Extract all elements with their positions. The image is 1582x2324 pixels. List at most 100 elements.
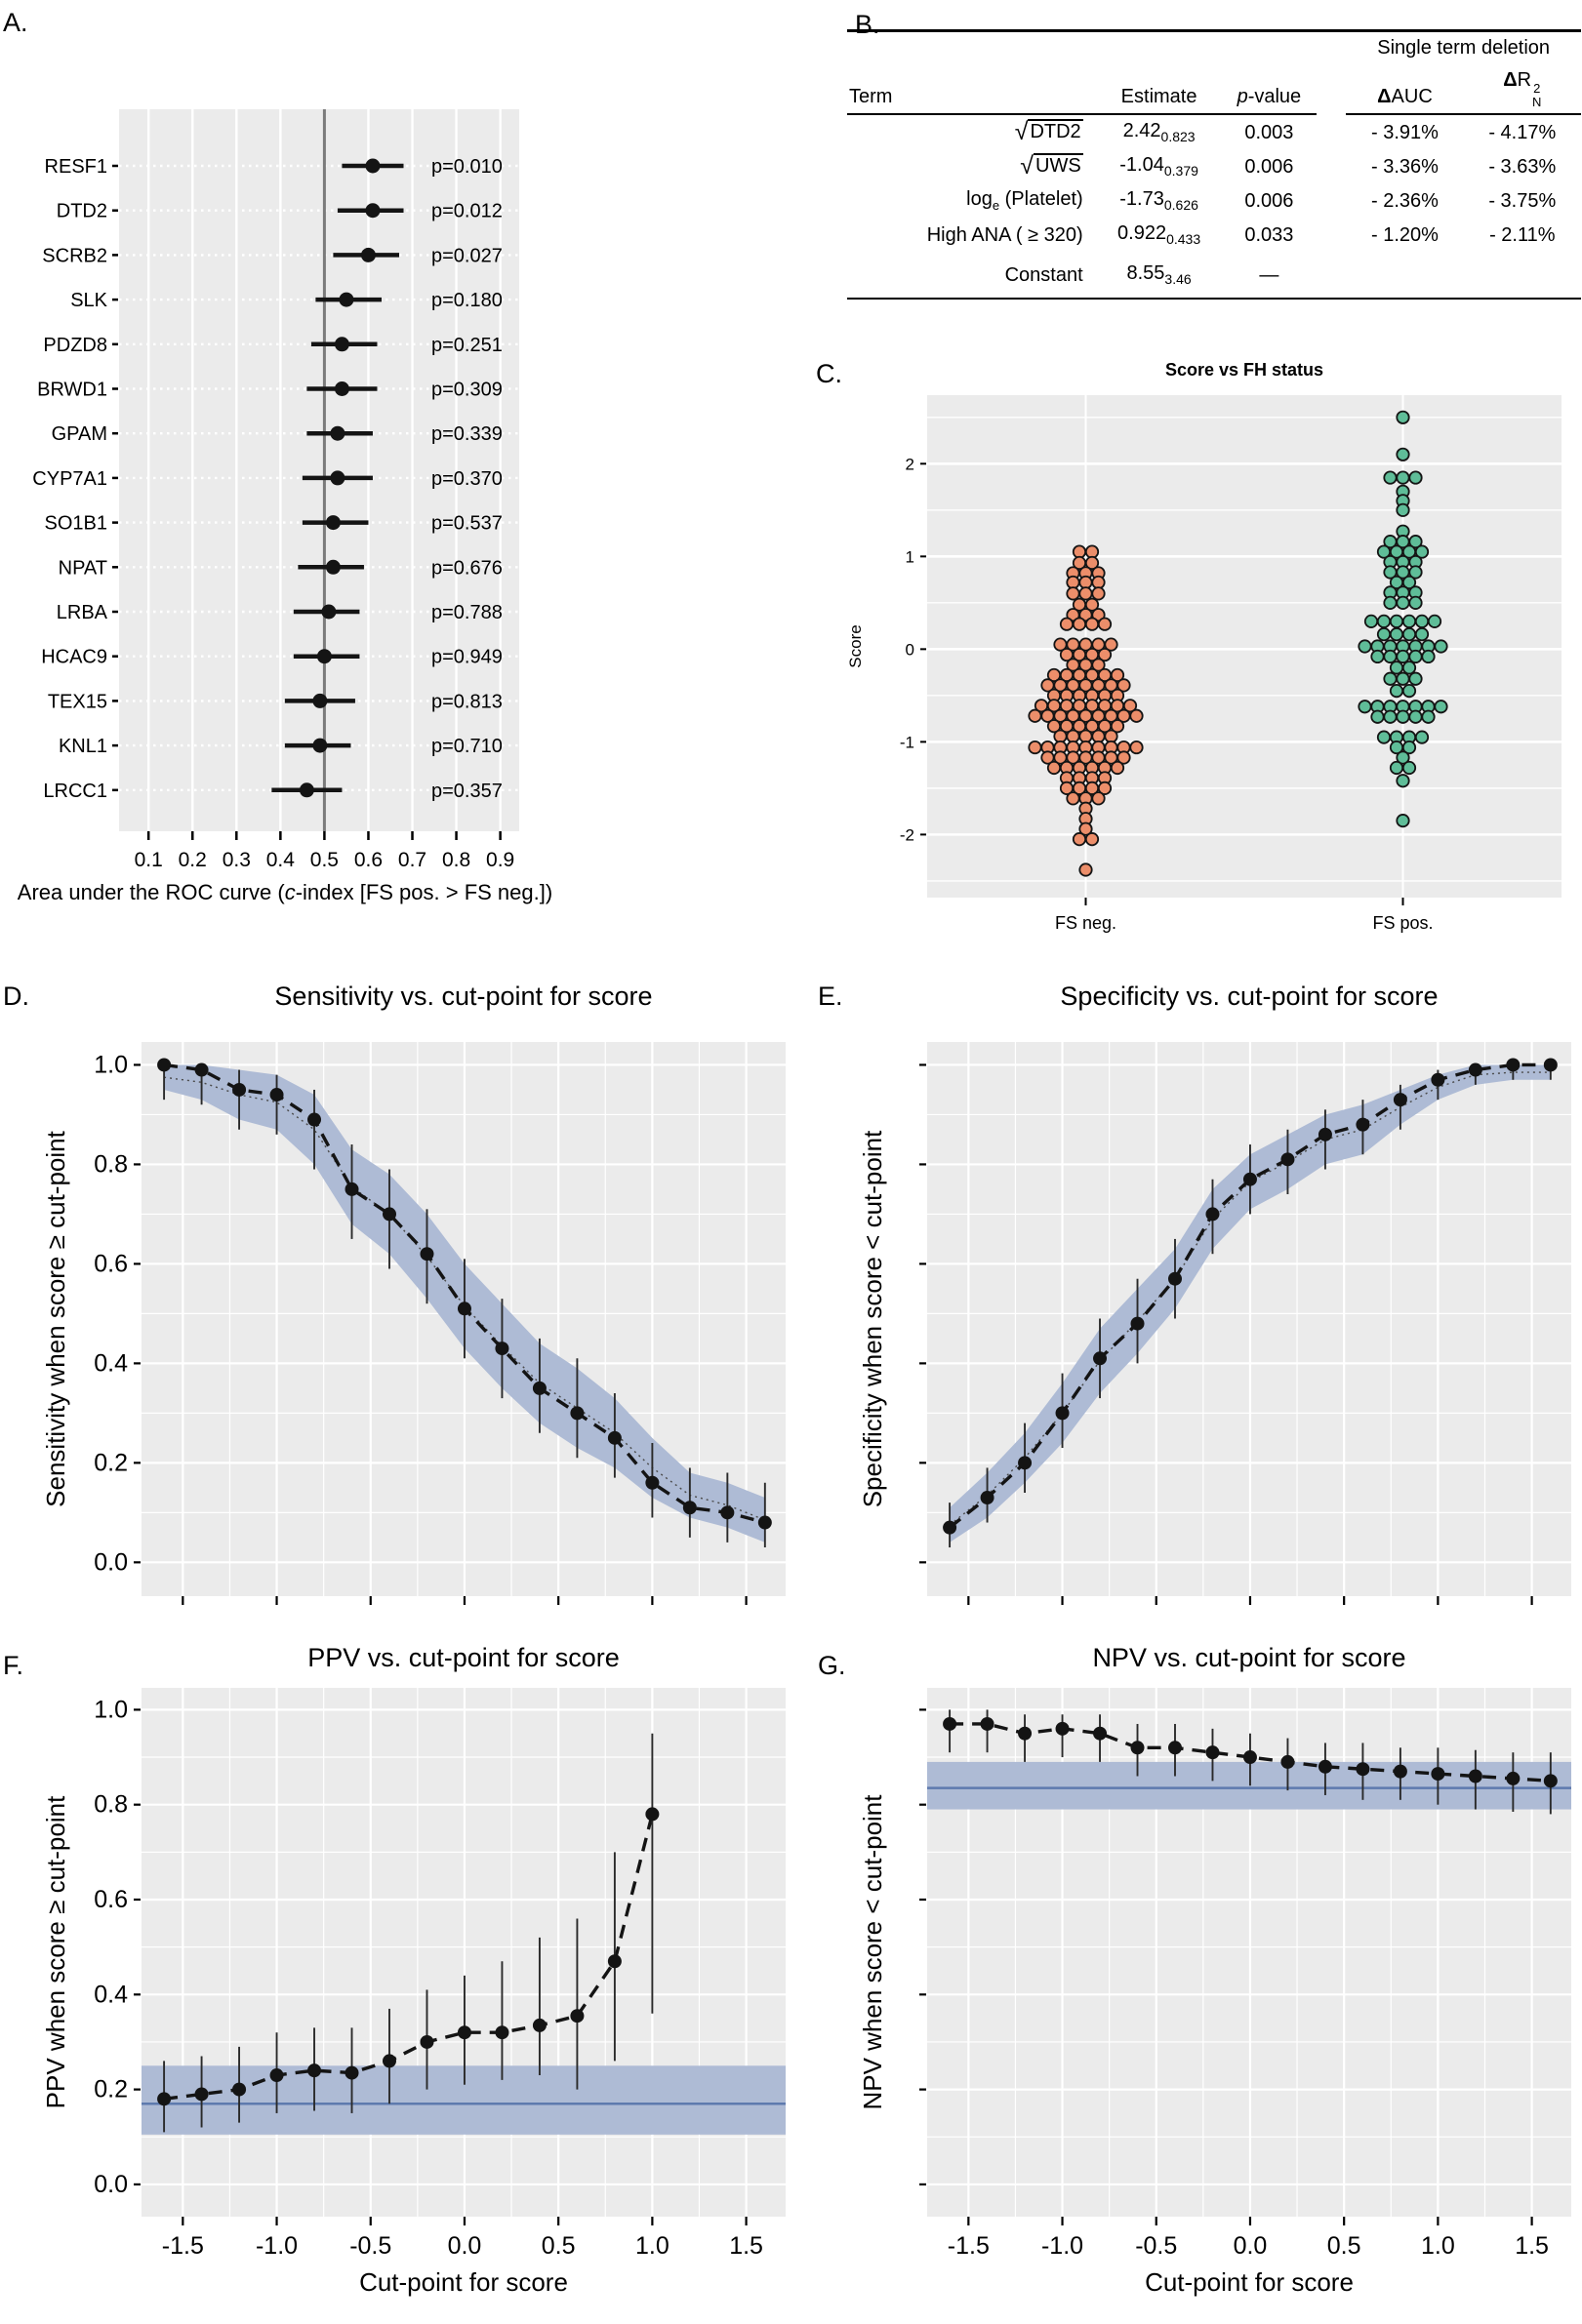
estimate-dot	[1280, 1152, 1295, 1167]
spacer	[1317, 282, 1346, 292]
swarm-dot	[1401, 627, 1417, 642]
swarm-dot	[1396, 750, 1410, 765]
swarm-dot	[1028, 740, 1042, 755]
gene-label: GPAM	[52, 423, 107, 445]
swarm-dot	[1104, 637, 1118, 652]
estimate-cell: -1.730.626	[1119, 188, 1198, 214]
x-tick-label: 0.3	[223, 849, 251, 871]
term-cell: Constant	[1004, 264, 1083, 287]
swarm-dot	[1116, 678, 1131, 693]
delta-r2-cell	[1464, 282, 1581, 292]
estimate-dot	[1506, 1058, 1521, 1072]
estimate-cell: 8.553.46	[1126, 262, 1192, 288]
term-cell: High ANA ( ≥ 320)	[926, 224, 1083, 247]
gene-label: BRWD1	[37, 380, 107, 401]
gene-label: RESF1	[45, 156, 107, 178]
spacer	[1097, 55, 1222, 64]
delta-auc-cell: - 3.36%	[1371, 156, 1439, 179]
p-value-label: p=0.813	[431, 691, 503, 712]
panel-label-d: D.	[3, 982, 29, 1011]
p-value-label: p=0.012	[431, 201, 503, 222]
term-cell: √ DTD2	[1014, 118, 1083, 146]
swarm-dot	[1383, 649, 1398, 664]
spacer	[847, 55, 1097, 64]
estimate-dot	[1393, 1764, 1407, 1779]
estimate-dot	[345, 2065, 359, 2080]
plot-background	[927, 395, 1562, 898]
y-tick-label: 0	[906, 640, 914, 659]
x-tick-label: 0.1	[135, 849, 163, 871]
y-tick-label: 1.0	[94, 1696, 128, 1723]
panel-label-b: B.	[855, 10, 880, 39]
swarm-dot	[1046, 760, 1062, 776]
delta-r2-cell: - 3.63%	[1488, 156, 1557, 179]
swarm-dot	[1110, 719, 1125, 734]
estimate-dot	[316, 649, 332, 664]
estimate-dot	[420, 2034, 434, 2049]
x-tick-label: 0.5	[310, 849, 339, 871]
estimate-dot	[607, 1430, 622, 1445]
p-value-label: p=0.676	[431, 557, 503, 579]
x-tick-label: 1.5	[729, 2232, 763, 2260]
swarm-dot	[1376, 627, 1392, 642]
x-tick-label: 0.9	[486, 849, 514, 871]
swarm-dot	[1084, 617, 1100, 631]
table-bottom-rule	[847, 298, 1581, 301]
estimate-dot	[682, 1501, 697, 1515]
swarm-dot	[1414, 614, 1430, 628]
estimate-dot	[269, 1088, 284, 1102]
estimate-dot	[1130, 1741, 1145, 1755]
swarm-dot	[1401, 575, 1417, 590]
y-axis-label: Score	[846, 624, 865, 667]
panel-label-g: G.	[818, 1651, 846, 1680]
estimate-dot	[980, 1716, 994, 1731]
swarm-dot	[1084, 555, 1100, 571]
delta-r2-cell: - 2.11%	[1489, 224, 1556, 247]
group-label: FS pos.	[1372, 913, 1433, 933]
x-tick-label: 0.6	[354, 849, 383, 871]
y-tick-label: -1	[900, 733, 914, 751]
specificity-plot: Specificity vs. cut-point for score Speci…	[858, 982, 1571, 1605]
p-value-cell: 0.006	[1244, 190, 1294, 213]
estimate-dot	[1093, 1351, 1108, 1366]
y-tick-label: 0.4	[94, 1981, 128, 2008]
estimate-dot	[1318, 1127, 1332, 1142]
y-tick-label: 0.4	[94, 1349, 128, 1377]
x-axis-label: Area under the ROC curve (c-index [FS po…	[18, 880, 552, 904]
estimate-dot	[1393, 1093, 1407, 1107]
swarm-dot	[1078, 862, 1093, 877]
swarm-dot	[1383, 671, 1398, 686]
x-axis-label: Cut-point for score	[359, 2267, 568, 2297]
spacer	[1317, 55, 1346, 64]
estimate-dot	[365, 203, 381, 219]
p-value-cell: —	[1259, 264, 1279, 287]
swarm-dot	[1414, 730, 1430, 744]
estimate-dot	[1356, 1117, 1370, 1132]
p-value-cell: 0.003	[1244, 122, 1294, 144]
x-tick-label: 0.5	[1327, 2232, 1361, 2260]
estimate-dot	[345, 1182, 359, 1196]
y-axis-label: PPV when score ≥ cut-point	[41, 1795, 70, 2108]
swarm-dot	[1434, 700, 1448, 714]
delta-auc-cell	[1346, 282, 1463, 292]
swarm-dot	[1084, 832, 1100, 847]
estimate-dot	[1431, 1072, 1445, 1087]
swarm-dot	[1401, 760, 1417, 776]
x-tick-label: 0.4	[266, 849, 296, 871]
x-tick-label: 0.7	[398, 849, 426, 871]
swarm-dot	[1383, 595, 1398, 610]
swarm-dot	[1408, 535, 1423, 549]
estimate-dot	[645, 1807, 660, 1822]
estimate-dot	[382, 1207, 396, 1222]
estimate-dot	[232, 2082, 247, 2097]
swarm-dot	[1072, 832, 1087, 847]
gene-label: PDZD8	[43, 335, 107, 356]
p-value-label: p=0.537	[431, 513, 503, 535]
chart-title: Specificity vs. cut-point for score	[1060, 982, 1438, 1011]
swarm-dot	[1084, 597, 1100, 612]
swarm-dot	[1116, 750, 1131, 765]
estimate-dot	[360, 247, 376, 262]
chart-title: Score vs FH status	[1165, 360, 1323, 380]
delta-r2-cell: - 3.75%	[1488, 190, 1557, 213]
estimate-dot	[312, 738, 328, 753]
